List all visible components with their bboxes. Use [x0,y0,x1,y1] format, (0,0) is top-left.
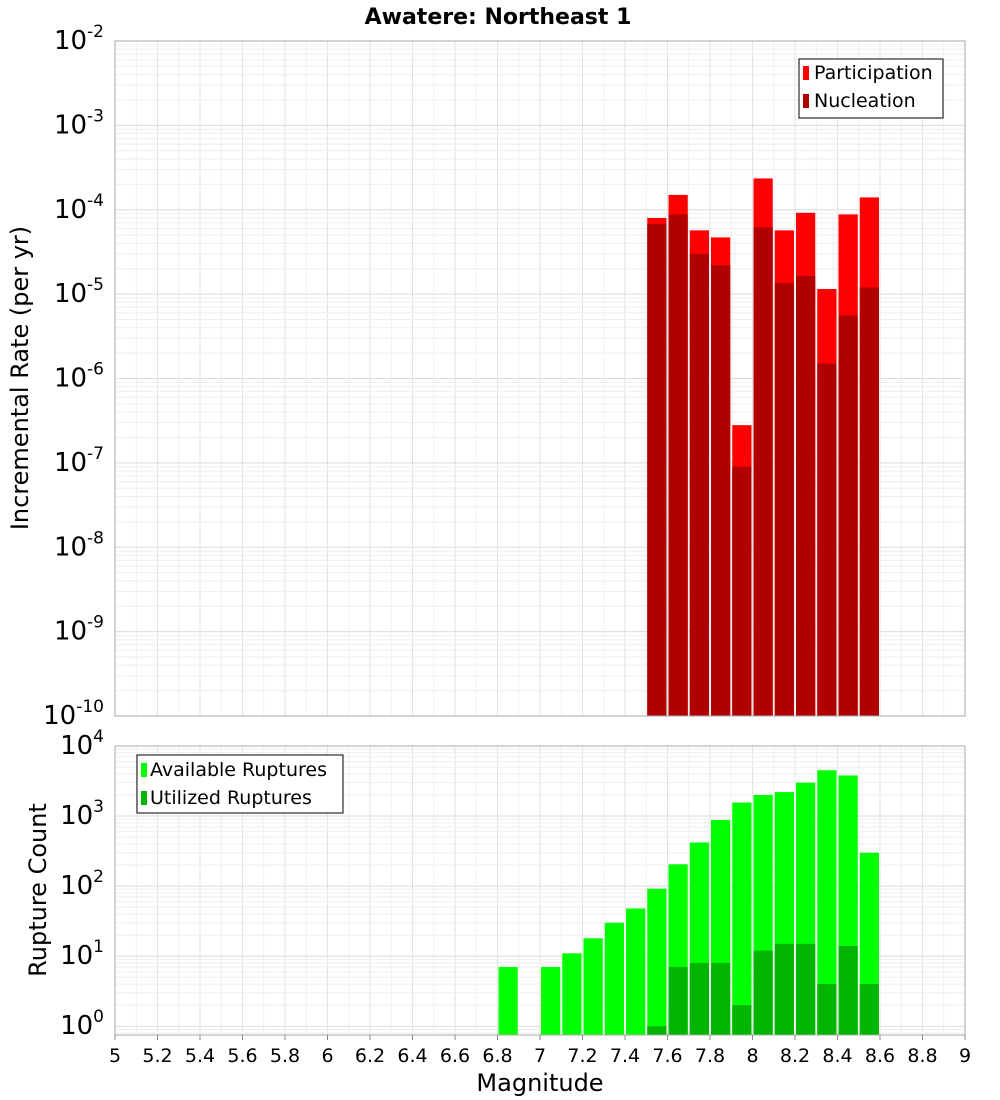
x-tick-label: 7 [534,1045,546,1067]
rate-bar-nucleation [859,287,879,716]
count-bar-available-ruptures [498,967,518,1035]
rate-y-tick-label: 10-3 [54,106,104,140]
legend-swatch-nucleation [803,94,809,108]
rate-bar-nucleation [817,363,837,716]
count-plot-panel: 104 103 102 101 100 5 5.2 5.4 5.6 5.8 6 6.2 6.4 6.6 6… [24,727,971,1097]
rate-plot-legend-box [798,58,944,119]
x-tick-label: 6.2 [355,1045,385,1067]
x-tick-label: 9 [959,1045,971,1067]
rate-plot-grid [115,41,965,717]
rate-y-tick-label: 10-10 [43,697,104,731]
rate-plot-panel: 10-2 10-3 10-4 10-5 10-6 10-7 10-8 10-9 10-10 In… [6,22,966,731]
x-tick-label: 5.6 [227,1045,257,1067]
count-plot-y-axis-label: Rupture Count [24,803,52,977]
count-bar-available-ruptures [541,967,561,1035]
count-bar-utilized-ruptures [838,945,858,1035]
count-plot-legend: Available Ruptures Utilized Ruptures [136,754,344,814]
rate-plot-legend: Participation Nucleation [798,58,944,119]
chart-title: Awatere: Northeast 1 [365,5,632,30]
count-bar-available-ruptures [604,922,624,1035]
count-plot-legend-box [136,754,344,814]
x-tick-label: 5 [109,1045,121,1067]
x-tick-label: 6.4 [397,1045,427,1067]
count-bar-utilized-ruptures [647,1026,667,1035]
x-tick-label: 5.8 [270,1045,300,1067]
rate-y-tick-label: 10-5 [54,275,104,309]
count-y-tick-label: 101 [60,937,104,971]
x-tick-label: 7.8 [695,1045,725,1067]
count-bar-available-ruptures [647,888,667,1035]
x-axis-label: Magnitude [476,1069,603,1097]
rate-bar-nucleation [711,265,731,716]
count-bar-utilized-ruptures [817,984,837,1035]
rate-bar-nucleation [668,214,688,717]
rate-bar-nucleation [753,227,773,716]
rate-plot-y-axis-label: Incremental Rate (per yr) [6,226,34,530]
count-bar-available-ruptures [562,953,582,1035]
count-y-tick-label: 103 [60,797,104,831]
rate-y-tick-label: 10-4 [54,191,104,225]
count-bar-utilized-ruptures [774,943,794,1035]
x-tick-label: 8.2 [780,1045,810,1067]
count-bar-utilized-ruptures [796,943,816,1035]
rate-y-tick-label: 10-9 [54,613,104,647]
count-plot-y-ticks: 104 103 102 101 100 [60,727,104,1041]
count-plot-x-ticks: 5 5.2 5.4 5.6 5.8 6 6.2 6.4 6.6 6.8 7 7.2 7.4 7.6 7.8 8… [109,1035,971,1067]
x-tick-label: 8.8 [907,1045,937,1067]
legend-label-utilized: Utilized Ruptures [150,787,312,809]
count-y-tick-label: 100 [60,1007,104,1041]
x-tick-label: 6.8 [482,1045,512,1067]
count-bar-available-ruptures [817,770,837,1035]
x-tick-label: 8.4 [822,1045,852,1067]
count-plot-bars [498,770,879,1035]
count-y-tick-label: 104 [60,727,104,761]
x-tick-label: 8 [746,1045,758,1067]
x-tick-label: 7.6 [652,1045,682,1067]
count-bar-available-ruptures [732,802,752,1035]
x-tick-label: 8.6 [865,1045,895,1067]
x-tick-label: 7.2 [567,1045,597,1067]
legend-swatch-utilized [141,791,147,805]
legend-label-participation: Participation [814,62,933,84]
rate-bar-nucleation [838,315,858,716]
count-bar-available-ruptures [583,938,603,1035]
legend-swatch-participation [803,66,809,80]
rate-bar-nucleation [774,283,794,716]
x-tick-label: 5.4 [185,1045,215,1067]
rate-y-tick-label: 10-8 [54,528,104,562]
legend-label-nucleation: Nucleation [814,90,916,112]
x-tick-label: 6.6 [440,1045,470,1067]
count-bar-utilized-ruptures [859,984,879,1035]
legend-swatch-available [141,763,147,777]
x-tick-label: 6 [321,1045,333,1067]
rate-bar-nucleation [796,275,816,716]
count-bar-utilized-ruptures [732,1005,752,1035]
x-tick-label: 7.4 [610,1045,640,1067]
rate-y-tick-label: 10-7 [54,444,104,478]
x-tick-label: 5.2 [142,1045,172,1067]
rate-plot-bars [647,178,879,717]
rate-y-tick-label: 10-6 [54,360,104,394]
count-bar-utilized-ruptures [668,967,688,1035]
rate-bar-nucleation [689,253,709,716]
count-bar-utilized-ruptures [689,962,709,1035]
rate-bar-nucleation [647,223,667,716]
count-bar-utilized-ruptures [753,950,773,1035]
legend-label-available: Available Ruptures [150,759,327,781]
rate-plot-frame [114,40,966,717]
rate-y-tick-label: 10-2 [54,22,104,56]
rate-bar-nucleation [732,466,752,716]
count-y-tick-label: 102 [60,867,104,901]
count-bar-utilized-ruptures [711,962,731,1035]
count-bar-available-ruptures [626,908,646,1035]
rate-plot-y-ticks: 10-2 10-3 10-4 10-5 10-6 10-7 10-8 10-9 10-10 [43,22,104,731]
